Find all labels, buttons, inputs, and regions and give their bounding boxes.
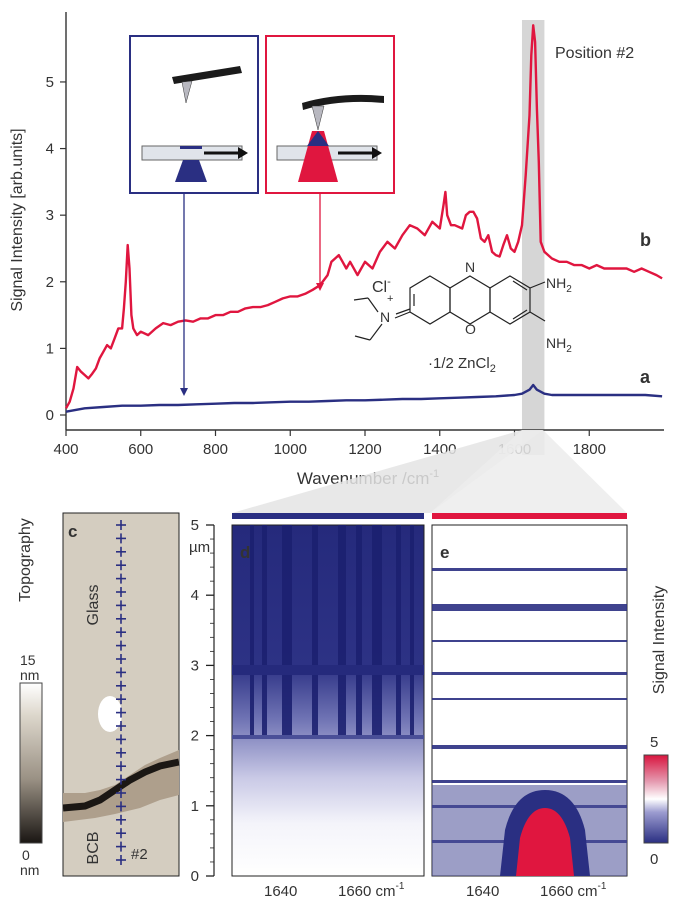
inset-blue [129, 35, 259, 194]
signal-max: 5 [650, 734, 658, 751]
probe-tip-icon [311, 105, 325, 131]
y-tick-label: 2 [46, 274, 54, 291]
d-contour-stripes [250, 525, 414, 735]
topography-max-unit: nm [20, 667, 39, 683]
inset-red [265, 35, 395, 194]
series-lines [64, 24, 663, 413]
y-axis-label: Signal Intensity [arb.units] [9, 128, 26, 311]
laser-beam-icon [175, 160, 207, 182]
atom-nplus: N [380, 309, 390, 325]
topography-colorbar: Topography 15 nm 0 nm [17, 518, 43, 878]
measurement-points [116, 520, 126, 865]
y-tick-label: 0 [46, 407, 54, 424]
topography-bright-spot [98, 696, 122, 732]
atom-o: O [465, 321, 476, 337]
atom-n: N [465, 259, 475, 275]
position-marker-label: #2 [131, 846, 148, 863]
contour-stripe [410, 525, 414, 735]
nh2-bottom: NH2 [546, 335, 572, 355]
contour-stripe [372, 525, 382, 735]
position-tick-label: 3 [191, 657, 199, 674]
bcb-label: BCB [85, 832, 102, 865]
laser-beam-icon [298, 131, 338, 182]
panel-c: c Glass BCB #2 [62, 512, 180, 877]
panel-label-e: e [440, 543, 449, 562]
contour-band [432, 604, 627, 611]
series-line-a [65, 383, 663, 413]
series-label-b: b [640, 230, 651, 250]
topography-min-unit: nm [20, 862, 39, 878]
position-unit: µm [189, 539, 210, 556]
series-line-b [64, 24, 663, 409]
molecule-labels: N O N + Cl- NH2 NH2 ·1/2 ZnCl2 [372, 259, 572, 375]
topography-min: 0 [22, 847, 30, 863]
e-color-bar [432, 513, 627, 519]
position-tick-label: 5 [191, 517, 199, 534]
y-tick-label: 5 [46, 74, 54, 91]
x-tick-label: 1200 [348, 441, 381, 458]
x-tick-label: 1800 [573, 441, 606, 458]
annotation-position: Position #2 [555, 45, 634, 62]
signal-title: Signal Intensity [651, 586, 668, 695]
e-tick-1660: 1660 cm-1 [540, 881, 607, 900]
contour-band [432, 745, 627, 749]
panel-label-d: d [240, 543, 250, 562]
position-tick-label: 4 [191, 587, 199, 604]
x-tick-label: 800 [203, 441, 228, 458]
x-tick-label: 600 [128, 441, 153, 458]
contour-band [432, 640, 627, 642]
signal-colorbar: Signal Intensity 5 0 [643, 586, 669, 868]
signal-min: 0 [650, 851, 658, 868]
contour-stripe [356, 525, 362, 735]
x-tick-label: 400 [53, 441, 78, 458]
d-tick-1640: 1640 [264, 883, 297, 900]
topography-max: 15 [20, 652, 36, 668]
contour-stripe [282, 525, 292, 735]
position-tick-label: 1 [191, 798, 199, 815]
glass-label: Glass [85, 585, 102, 626]
d-color-bar [232, 513, 424, 519]
e-tick-1640: 1640 [466, 883, 499, 900]
d-contour-map [231, 524, 425, 877]
atom-plus: + [387, 293, 393, 305]
contour-band [432, 568, 627, 571]
y-ticks: 0 1 2 3 4 5 [46, 74, 66, 424]
contour-stripe [312, 525, 318, 735]
x-tick-label: 1000 [274, 441, 307, 458]
zoom-connector-left [232, 430, 543, 513]
panel-e: e 1640 1660 cm-1 [431, 524, 628, 900]
topography-title: Topography [17, 518, 34, 602]
d-tick-1660: 1660 cm-1 [338, 881, 405, 900]
contour-stripe [338, 525, 346, 735]
position-axis: µm 0 1 2 3 4 5 [189, 517, 215, 885]
series-label-a: a [640, 367, 651, 387]
nh2-top: NH2 [546, 275, 572, 295]
contour-stripe [396, 525, 401, 735]
probe-tip-icon [181, 80, 193, 104]
zoom-connector-right [430, 430, 627, 513]
probe-cantilever-icon [172, 66, 242, 84]
zinc-chloride: ·1/2 ZnCl2 [428, 355, 496, 375]
position-tick-label: 0 [191, 868, 199, 885]
probe-cantilever-icon [302, 94, 384, 110]
topography-ridge [62, 758, 180, 812]
position-tick-label: 2 [191, 728, 199, 745]
contour-stripe [250, 525, 254, 735]
y-tick-label: 4 [46, 141, 54, 158]
contour-band [432, 780, 627, 783]
chloride: Cl- [372, 276, 391, 296]
contour-stripe [262, 525, 267, 735]
y-tick-label: 3 [46, 207, 54, 224]
y-tick-label: 1 [46, 340, 54, 357]
contour-band [432, 672, 627, 675]
panel-d: d 1640 1660 cm-1 [231, 524, 425, 900]
panel-label-c: c [68, 522, 77, 541]
molecule-structure [353, 275, 546, 341]
contour-band [432, 698, 627, 700]
